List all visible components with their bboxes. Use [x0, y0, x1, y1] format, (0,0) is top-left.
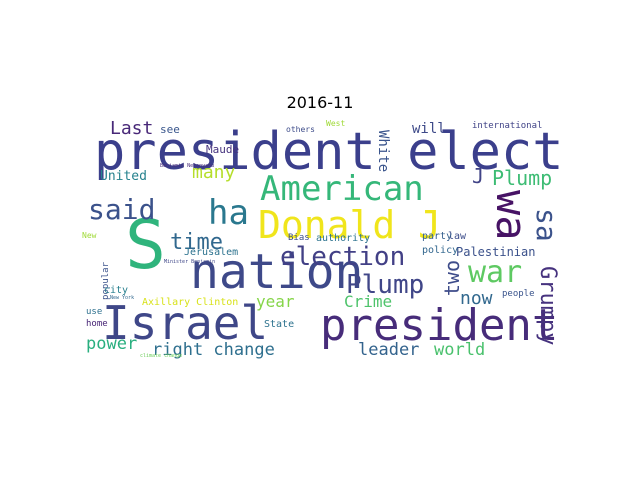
word: Plump [492, 166, 553, 190]
word: American [260, 169, 424, 209]
word: law [448, 231, 467, 242]
word: two [440, 260, 464, 297]
word: city [104, 285, 129, 296]
word: now [460, 288, 493, 309]
word: home [86, 319, 108, 329]
word: Jerusalem [184, 247, 239, 258]
figure-title: 2016-11 [286, 93, 354, 112]
word: election [280, 242, 406, 272]
word: Bias [288, 233, 310, 243]
word: Benjamin Netanyahu [160, 163, 215, 169]
word: Crime [344, 292, 393, 311]
word: international [472, 121, 543, 131]
word: Maude [206, 143, 240, 156]
word: Grumpy [535, 266, 560, 346]
word: wa [487, 190, 536, 241]
word: Palestinian [456, 245, 536, 259]
word: people [502, 289, 535, 299]
word: Plump [346, 270, 425, 300]
word: Last [110, 120, 154, 139]
word: Minister Benjamin [164, 259, 216, 265]
word: Axillary Clinton [142, 297, 239, 308]
word: president elect [94, 122, 564, 182]
word: United [100, 169, 147, 184]
word: others [286, 125, 315, 134]
word: State [264, 319, 295, 330]
word: West [326, 120, 346, 128]
word: authority [316, 233, 371, 244]
word: time [170, 230, 223, 255]
word: use [86, 307, 103, 317]
word: S [125, 206, 166, 285]
word: Israel [102, 296, 269, 350]
word-cloud: president elect Israel president nation … [80, 120, 570, 365]
word: president [320, 300, 559, 351]
word: leader [358, 340, 420, 360]
word: J [472, 164, 485, 188]
word: climate change [140, 353, 183, 359]
word: power [86, 334, 138, 354]
word: said [88, 193, 156, 226]
word: year [256, 292, 295, 311]
word: New [82, 231, 97, 240]
word: party [422, 231, 453, 242]
word: policy [422, 245, 459, 256]
word: world [434, 340, 486, 360]
word: White [375, 130, 391, 173]
word: New York [110, 295, 135, 301]
word: sa [530, 208, 563, 242]
word: war [468, 255, 523, 290]
word: right change [152, 340, 275, 360]
word: will [412, 121, 446, 137]
word: nation [190, 244, 364, 300]
word: see [160, 123, 180, 136]
word: ha [208, 193, 249, 233]
word: Donald J [258, 203, 442, 247]
word: many [192, 162, 236, 183]
